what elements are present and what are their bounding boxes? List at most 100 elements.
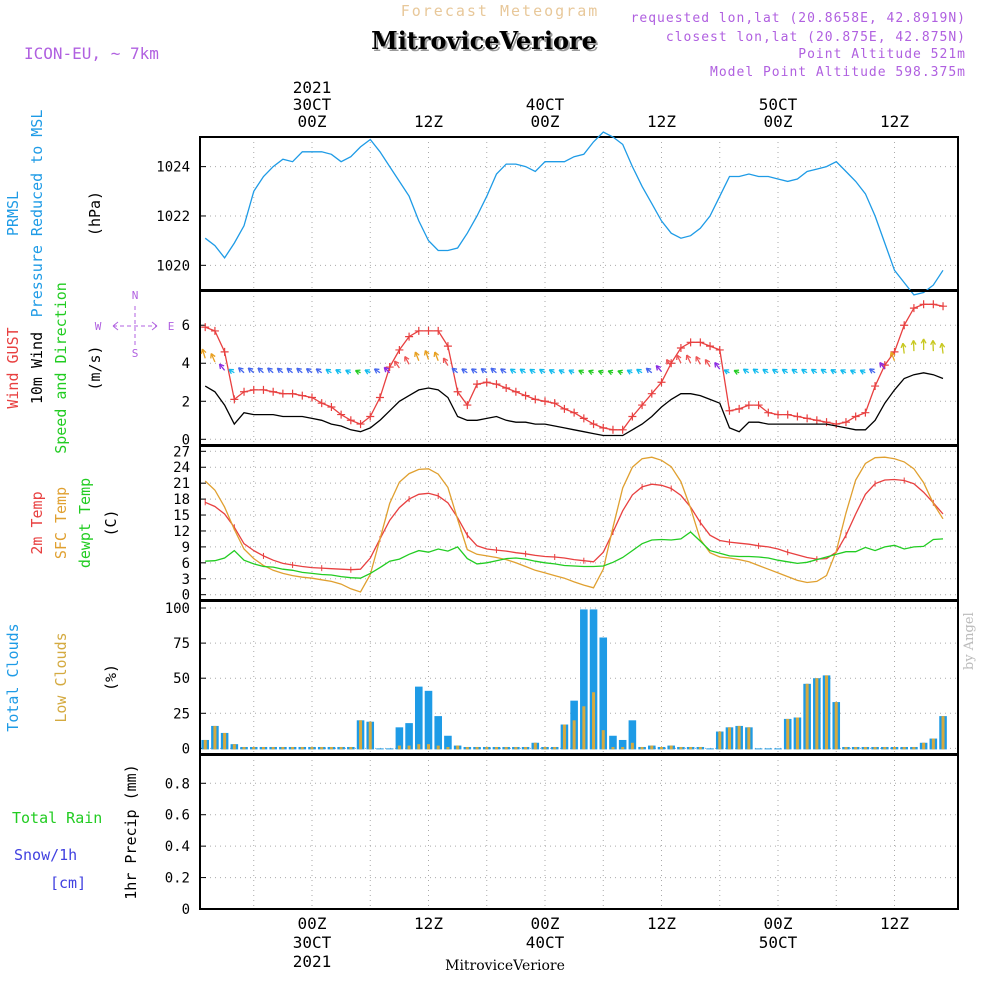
- wind-direction-arrow: [210, 353, 216, 363]
- top-time-label: 00Z: [298, 112, 327, 131]
- total-cloud-bar: [434, 716, 442, 750]
- series-line: [204, 456, 944, 593]
- gust-marker: [541, 397, 549, 406]
- y-tick-label: 1020: [156, 258, 190, 274]
- low-cloud-bar: [572, 720, 576, 750]
- y-tick-label: 0: [182, 902, 190, 918]
- gust-marker: [317, 399, 326, 408]
- y-axis-label: Pressure Reduced to MSL: [28, 110, 46, 318]
- low-cloud-bar: [825, 675, 829, 750]
- gust-marker: [269, 387, 278, 396]
- wind-arrowhead: [830, 369, 836, 375]
- low-cloud-bar: [223, 732, 227, 750]
- low-cloud-bar: [232, 744, 236, 750]
- wind-direction-arrow: [704, 359, 711, 368]
- wind-arrowhead: [655, 364, 662, 371]
- wind-arrowhead: [859, 369, 866, 375]
- legend-snow-unit: [cm]: [50, 874, 86, 892]
- wind-arrowhead: [676, 354, 682, 361]
- low-cloud-bar: [271, 746, 275, 750]
- y-tick-label: 0.2: [165, 871, 190, 887]
- compass-east-label: E: [168, 320, 175, 333]
- series-line: [205, 531, 944, 579]
- low-cloud-bar: [873, 746, 877, 750]
- gust-marker: [531, 395, 540, 404]
- gust-marker: [676, 344, 685, 353]
- wind-arrowhead: [558, 369, 565, 375]
- panel-frame-pressure: [199, 136, 959, 291]
- series-line: [204, 372, 944, 437]
- gust-marker: [327, 402, 336, 411]
- wind-arrowhead: [568, 369, 574, 375]
- series-line: [204, 131, 944, 296]
- low-cloud-bar: [582, 706, 586, 750]
- low-cloud-bar: [465, 746, 469, 750]
- wind-direction-arrow: [666, 359, 672, 368]
- gust-marker: [900, 321, 909, 330]
- gust-marker: [735, 404, 744, 413]
- bottom-time-label: 12Z: [647, 914, 676, 933]
- y-tick-label: 12: [173, 524, 190, 540]
- gust-marker: [822, 418, 831, 427]
- low-cloud-bar: [310, 746, 314, 750]
- wind-direction-arrow: [890, 351, 896, 361]
- low-cloud-bar: [475, 746, 479, 750]
- requested-coordinates: requested lon,lat (20.8658E, 42.8919N): [630, 11, 966, 26]
- total-cloud-bar: [580, 609, 588, 750]
- low-cloud-bar: [941, 716, 945, 750]
- wind-arrowhead: [509, 368, 516, 374]
- wind-arrowhead: [461, 368, 467, 374]
- low-cloud-bar: [786, 718, 790, 750]
- low-cloud-bar: [281, 746, 285, 750]
- wind-arrowhead: [393, 360, 400, 367]
- y-tick-label: 1024: [156, 160, 190, 176]
- y-tick-label: 15: [173, 508, 190, 524]
- low-cloud-bar: [407, 745, 411, 750]
- top-time-label: 00Z: [531, 112, 560, 131]
- gust-marker: [502, 383, 511, 392]
- y-tick-label: 0.6: [165, 808, 190, 824]
- wind-arrowhead: [335, 369, 341, 375]
- wind-arrowhead: [930, 340, 937, 346]
- gust-marker: [473, 380, 482, 389]
- compass-cross: [113, 306, 157, 348]
- wind-arrowhead: [626, 369, 633, 375]
- panel-frame-precip: [199, 754, 959, 910]
- gust-marker: [725, 406, 734, 415]
- low-cloud-bar: [737, 725, 741, 750]
- wind-arrowhead: [529, 368, 535, 375]
- low-cloud-bar: [349, 746, 353, 750]
- wind-arrowhead: [578, 369, 584, 375]
- total-cloud-bar: [706, 748, 714, 750]
- wind-arrowhead: [588, 369, 594, 376]
- wind-arrowhead: [373, 368, 380, 374]
- wind-direction-arrow: [714, 362, 721, 370]
- gust-marker: [929, 300, 938, 309]
- y-axis-label: 10m Wind: [28, 332, 46, 404]
- wind-direction-arrow: [902, 343, 905, 354]
- gust-marker: [210, 326, 219, 335]
- low-cloud-bar: [291, 746, 295, 750]
- low-cloud-bar: [329, 746, 333, 750]
- wind-direction-arrow: [414, 351, 420, 361]
- wind-arrowhead: [539, 368, 545, 375]
- gust-marker: [871, 382, 880, 391]
- compass-south-label: S: [132, 347, 139, 360]
- y-axis-label: 2m Temp: [28, 491, 46, 554]
- low-cloud-bar: [805, 683, 809, 750]
- gust-marker: [774, 410, 782, 419]
- top-time-label: 30CT: [293, 95, 332, 114]
- wind-arrowhead: [889, 351, 896, 358]
- wind-arrowhead: [762, 368, 768, 375]
- gust-marker: [346, 416, 355, 425]
- gust-marker: [405, 332, 414, 341]
- bottom-time-label: 00Z: [531, 914, 560, 933]
- gust-marker: [647, 389, 656, 398]
- low-cloud-bar: [601, 730, 605, 750]
- low-cloud-bar: [669, 745, 673, 750]
- panel-frame-temperature: [199, 445, 959, 601]
- low-cloud-bar: [718, 731, 722, 750]
- wind-arrowhead: [433, 351, 440, 358]
- total-cloud-bar: [395, 727, 404, 750]
- low-cloud-bar: [417, 744, 421, 750]
